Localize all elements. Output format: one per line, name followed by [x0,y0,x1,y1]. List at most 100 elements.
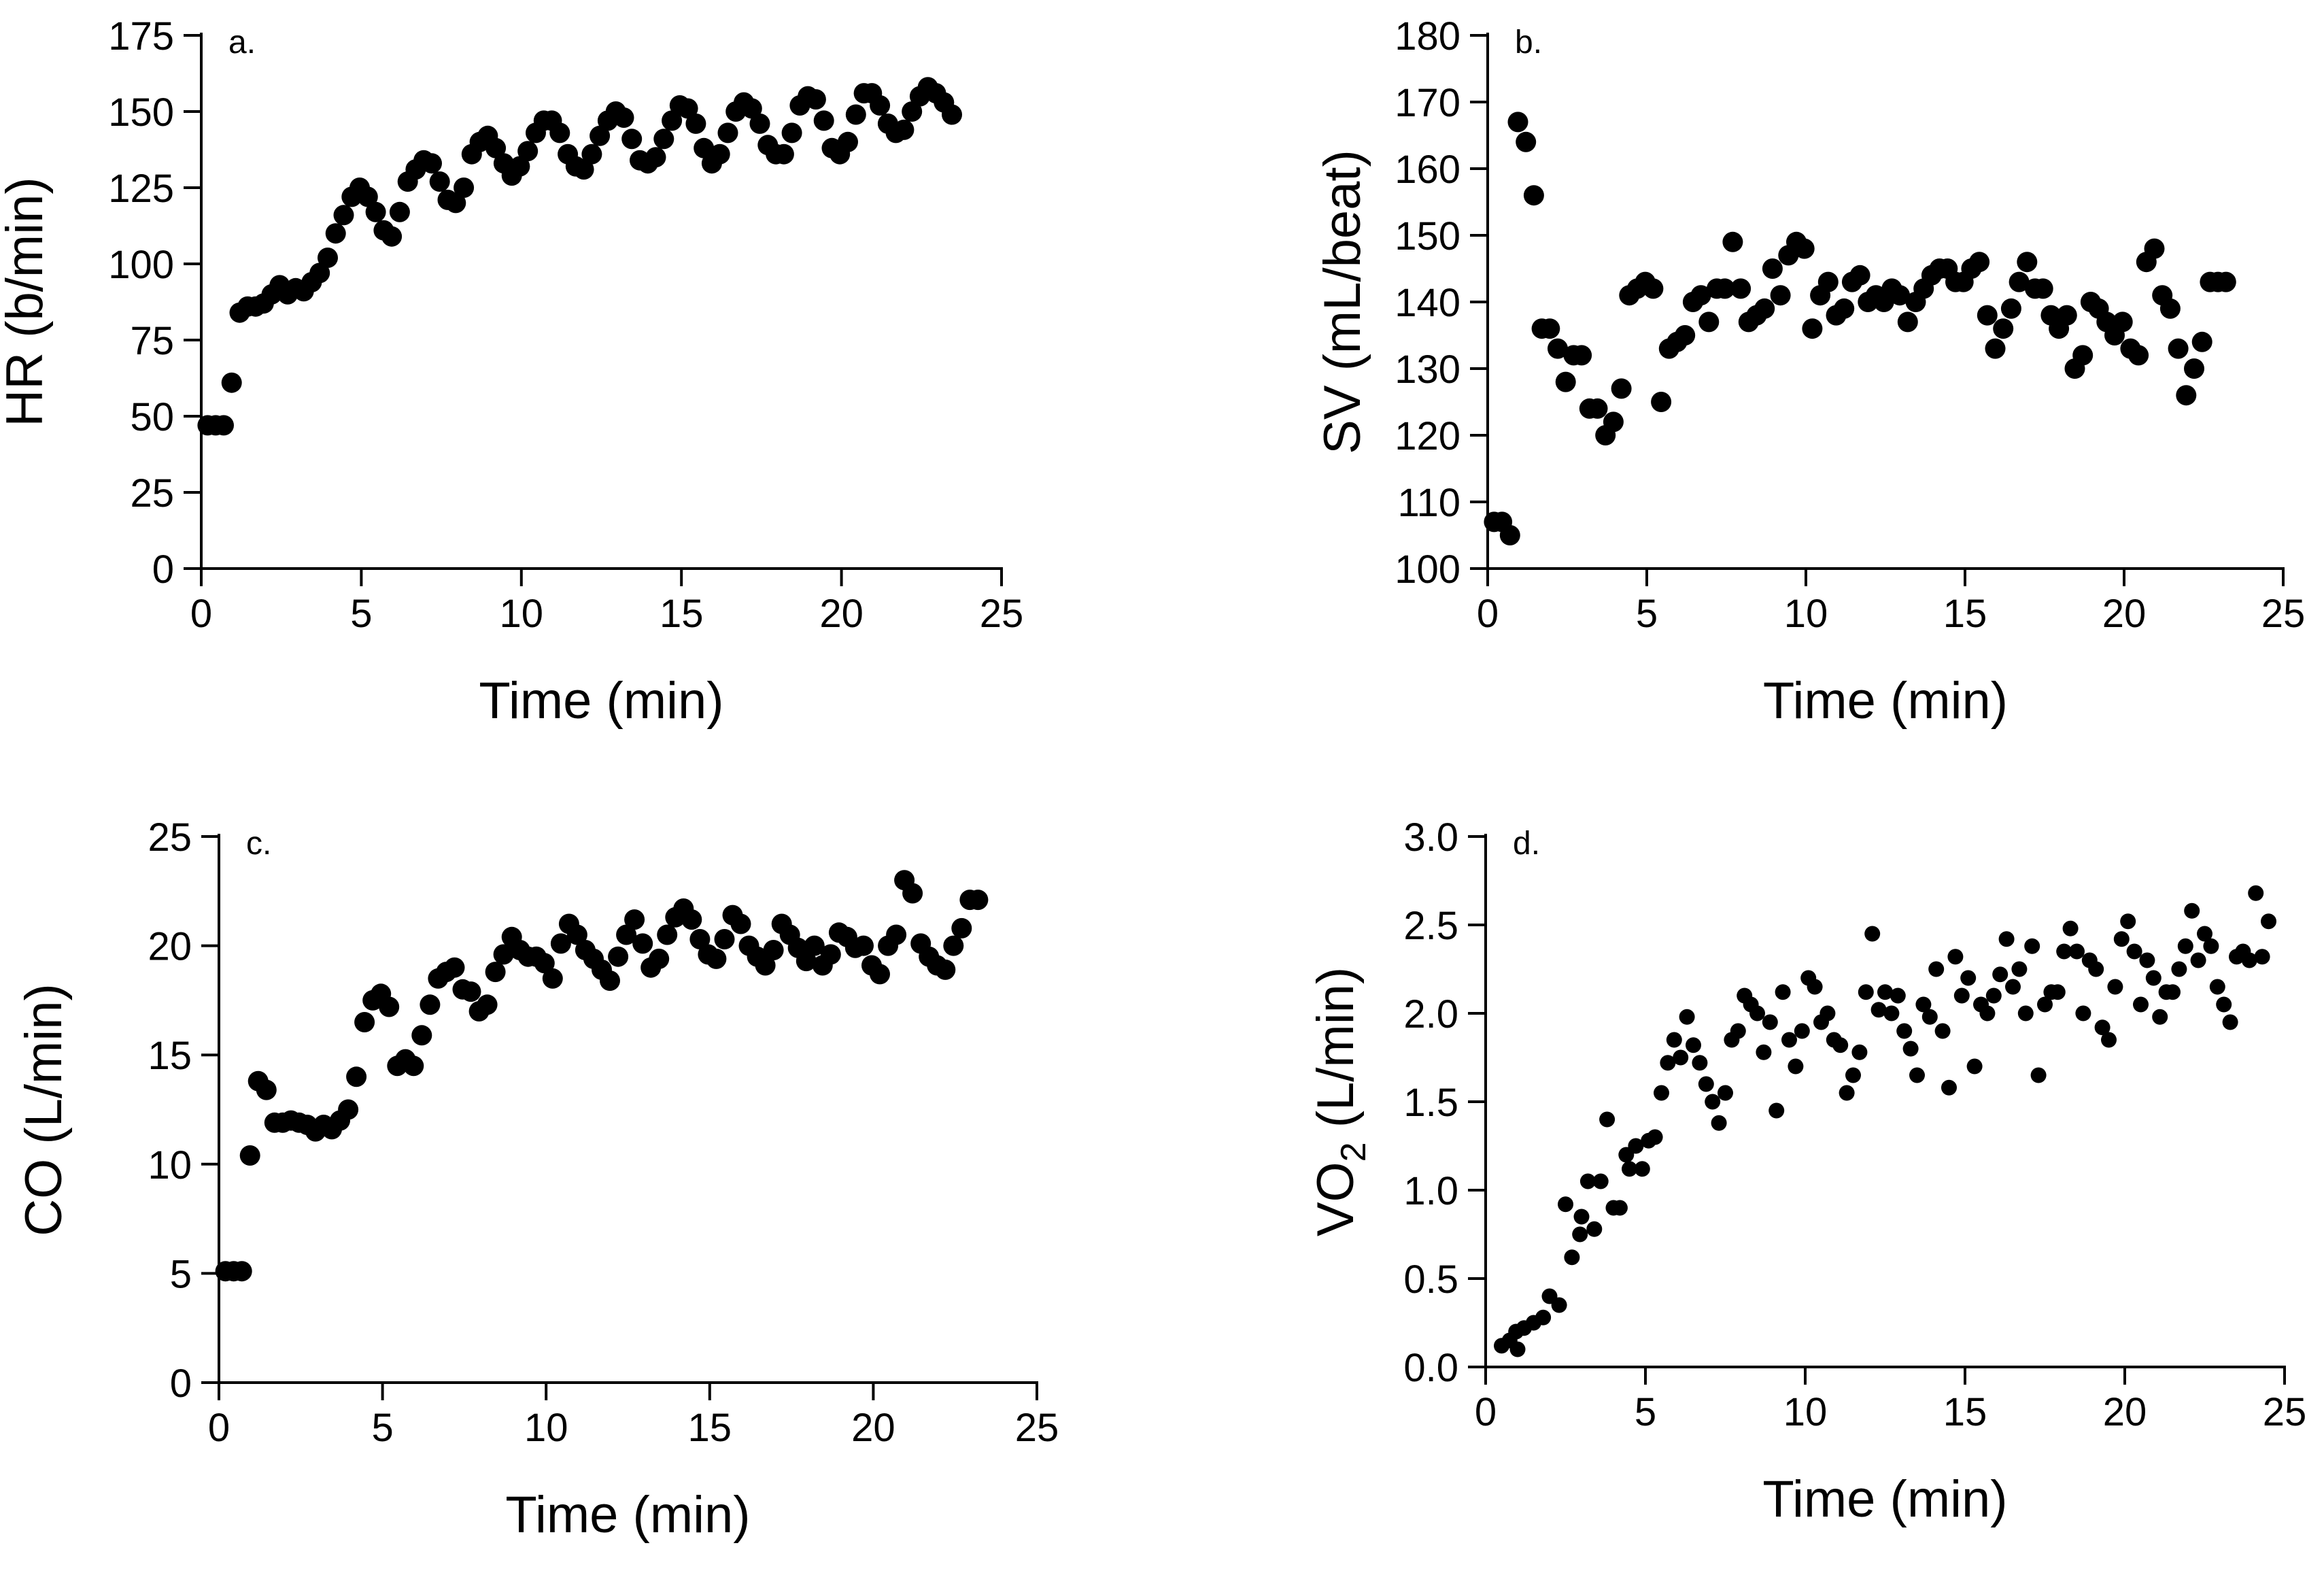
data-point [1921,1009,1938,1025]
data-point [485,137,507,158]
data-point [346,1066,367,1087]
data-point [1749,1005,1765,1021]
x-tick-label: 5 [1635,1390,1656,1434]
data-point [2254,949,2270,965]
x-tick-label: 15 [688,1406,732,1450]
data-point [1705,1094,1721,1110]
x-tick-label: 25 [2263,1390,2307,1434]
x-tick-label: 15 [1943,1390,1987,1434]
data-point [589,125,611,146]
data-point [542,968,563,989]
data-point [1509,1341,1526,1357]
data-point [1573,1209,1590,1225]
data-point [2209,979,2225,995]
data-point [2216,996,2232,1013]
x-tick-label: 25 [1015,1406,1059,1450]
data-point [1611,378,1632,399]
data-point [613,107,634,128]
y-axis-title: CO (L/min) [15,983,73,1236]
data-point [616,924,637,945]
data-point [485,962,506,983]
data-point [2009,271,2030,292]
data-point [1571,345,1592,366]
data-point [1960,970,1977,986]
data-point [1730,278,1751,299]
data-point [2145,970,2161,986]
data-point [1977,305,1998,326]
y-tick-label: 175 [108,14,174,58]
data-point [429,171,450,192]
y-tick-label: 15 [148,1034,192,1078]
data-point [1883,1005,1900,1021]
data-point [1592,1173,1609,1189]
data-point [1698,1076,1714,1092]
data-point [1762,1014,1778,1030]
data-point [689,929,711,949]
data-point [2165,984,2181,1000]
data-point [1555,371,1576,392]
data-point [2062,920,2079,936]
data-point [1523,185,1544,206]
data-point [741,98,762,119]
data-point [1807,979,1823,995]
data-point [1864,926,1881,942]
data-point [239,1145,260,1166]
data-point [1802,318,1823,339]
x-tick-label: 15 [1943,592,1987,636]
data-point [1966,1058,1983,1075]
data-point [1599,1111,1616,1128]
data-point [730,913,751,934]
data-point [2176,385,2197,406]
data-point [2032,278,2053,299]
data-point [942,104,962,125]
panel-label: a. [228,24,256,61]
data-point [749,113,770,134]
data-point [1832,1037,1849,1053]
data-point [2159,298,2181,319]
data-point [1902,1041,1919,1057]
data-point [1979,1005,1996,1021]
data-point [2030,1067,2047,1083]
data-point [1579,1173,1596,1189]
x-axis-title: Time (min) [1763,672,2008,730]
data-point [681,909,702,930]
data-point [1643,278,1664,299]
data-point [677,98,698,119]
y-tick-label: 2.0 [1403,992,1458,1036]
data-point [517,141,539,162]
data-point [1718,1085,1733,1101]
data-point [1651,392,1672,412]
data-point [2037,996,2053,1013]
data-point [694,137,715,158]
data-point [1897,311,1918,333]
data-point [2011,961,2028,977]
data-point [2112,311,2133,333]
data-point [1985,338,2006,359]
data-point [1507,112,1528,133]
data-point [870,95,891,116]
data-point [1794,238,1815,259]
data-point [600,970,620,991]
data-point [1660,1055,1676,1071]
data-point [657,924,678,945]
panel-a-hr: 0 5 10 15 20 25 0 25 50 75 100 125 150 175 a. Time (min… [0,14,1023,730]
data-point [2069,943,2085,960]
data-point [325,223,346,244]
x-tick-label: 0 [1475,1390,1497,1434]
data-point [2113,931,2130,947]
y-tick-label: 125 [108,167,174,211]
data-point [1768,1102,1785,1119]
data-point [717,122,738,143]
y-tick-label: 5 [170,1252,192,1296]
data-point [1794,1023,1810,1039]
data-point [1679,1009,1695,1025]
data-point [2152,1009,2168,1025]
data-point [1673,1049,1689,1066]
data-point [318,248,338,268]
data-point [509,156,530,177]
y-tick-label: 130 [1395,348,1460,392]
data-point [886,924,907,945]
data-point [566,924,587,945]
data-point [621,129,643,150]
data-point [1698,311,1720,333]
